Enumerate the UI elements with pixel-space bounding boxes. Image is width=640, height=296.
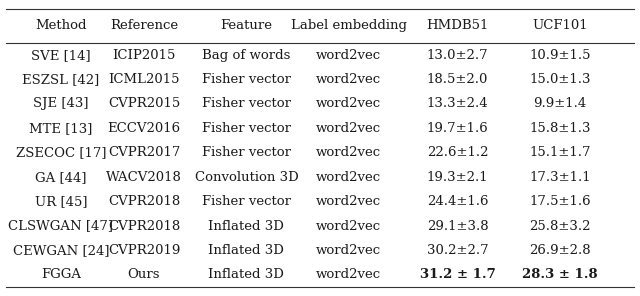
Text: 17.5±1.6: 17.5±1.6	[529, 195, 591, 208]
Text: word2vec: word2vec	[316, 97, 381, 110]
Text: 25.8±3.2: 25.8±3.2	[529, 220, 591, 233]
Text: word2vec: word2vec	[316, 171, 381, 184]
Text: 15.1±1.7: 15.1±1.7	[529, 146, 591, 159]
Text: CEWGAN [24]: CEWGAN [24]	[13, 244, 109, 257]
Text: ECCV2016: ECCV2016	[108, 122, 180, 135]
Text: 26.9±2.8: 26.9±2.8	[529, 244, 591, 257]
Text: ZSECOC [17]: ZSECOC [17]	[15, 146, 106, 159]
Text: 17.3±1.1: 17.3±1.1	[529, 171, 591, 184]
Text: Fisher vector: Fisher vector	[202, 73, 291, 86]
Text: CVPR2015: CVPR2015	[108, 97, 180, 110]
Text: word2vec: word2vec	[316, 220, 381, 233]
Text: ICML2015: ICML2015	[108, 73, 180, 86]
Text: word2vec: word2vec	[316, 49, 381, 62]
Text: word2vec: word2vec	[316, 268, 381, 281]
Text: word2vec: word2vec	[316, 122, 381, 135]
Text: 28.3 ± 1.8: 28.3 ± 1.8	[522, 268, 598, 281]
Text: Ours: Ours	[128, 268, 160, 281]
Text: Fisher vector: Fisher vector	[202, 122, 291, 135]
Text: GA [44]: GA [44]	[35, 171, 86, 184]
Text: MTE [13]: MTE [13]	[29, 122, 93, 135]
Text: 10.9±1.5: 10.9±1.5	[529, 49, 591, 62]
Text: ICIP2015: ICIP2015	[112, 49, 176, 62]
Text: WACV2018: WACV2018	[106, 171, 182, 184]
Text: HMDB51: HMDB51	[426, 19, 489, 32]
Text: SVE [14]: SVE [14]	[31, 49, 91, 62]
Text: 18.5±2.0: 18.5±2.0	[427, 73, 488, 86]
Text: 24.4±1.6: 24.4±1.6	[427, 195, 488, 208]
Text: Feature: Feature	[220, 19, 273, 32]
Text: word2vec: word2vec	[316, 73, 381, 86]
Text: 13.3±2.4: 13.3±2.4	[427, 97, 488, 110]
Text: ESZSL [42]: ESZSL [42]	[22, 73, 99, 86]
Text: Label embedding: Label embedding	[291, 19, 407, 32]
Text: CLSWGAN [47]: CLSWGAN [47]	[8, 220, 113, 233]
Text: 19.7±1.6: 19.7±1.6	[427, 122, 488, 135]
Text: 22.6±1.2: 22.6±1.2	[427, 146, 488, 159]
Text: 31.2 ± 1.7: 31.2 ± 1.7	[420, 268, 495, 281]
Text: 15.0±1.3: 15.0±1.3	[529, 73, 591, 86]
Text: Bag of words: Bag of words	[202, 49, 291, 62]
Text: Fisher vector: Fisher vector	[202, 97, 291, 110]
Text: Fisher vector: Fisher vector	[202, 195, 291, 208]
Text: Convolution 3D: Convolution 3D	[195, 171, 298, 184]
Text: 13.0±2.7: 13.0±2.7	[427, 49, 488, 62]
Text: Method: Method	[35, 19, 86, 32]
Text: FGGA: FGGA	[41, 268, 81, 281]
Text: word2vec: word2vec	[316, 195, 381, 208]
Text: SJE [43]: SJE [43]	[33, 97, 88, 110]
Text: 9.9±1.4: 9.9±1.4	[533, 97, 587, 110]
Text: Fisher vector: Fisher vector	[202, 146, 291, 159]
Text: CVPR2018: CVPR2018	[108, 220, 180, 233]
Text: Inflated 3D: Inflated 3D	[209, 220, 284, 233]
Text: CVPR2019: CVPR2019	[108, 244, 180, 257]
Text: Inflated 3D: Inflated 3D	[209, 268, 284, 281]
Text: Reference: Reference	[110, 19, 178, 32]
Text: CVPR2018: CVPR2018	[108, 195, 180, 208]
Text: Inflated 3D: Inflated 3D	[209, 244, 284, 257]
Text: UR [45]: UR [45]	[35, 195, 87, 208]
Text: 30.2±2.7: 30.2±2.7	[427, 244, 488, 257]
Text: 15.8±1.3: 15.8±1.3	[529, 122, 591, 135]
Text: 29.1±3.8: 29.1±3.8	[427, 220, 488, 233]
Text: word2vec: word2vec	[316, 146, 381, 159]
Text: CVPR2017: CVPR2017	[108, 146, 180, 159]
Text: 19.3±2.1: 19.3±2.1	[427, 171, 488, 184]
Text: word2vec: word2vec	[316, 244, 381, 257]
Text: UCF101: UCF101	[532, 19, 588, 32]
